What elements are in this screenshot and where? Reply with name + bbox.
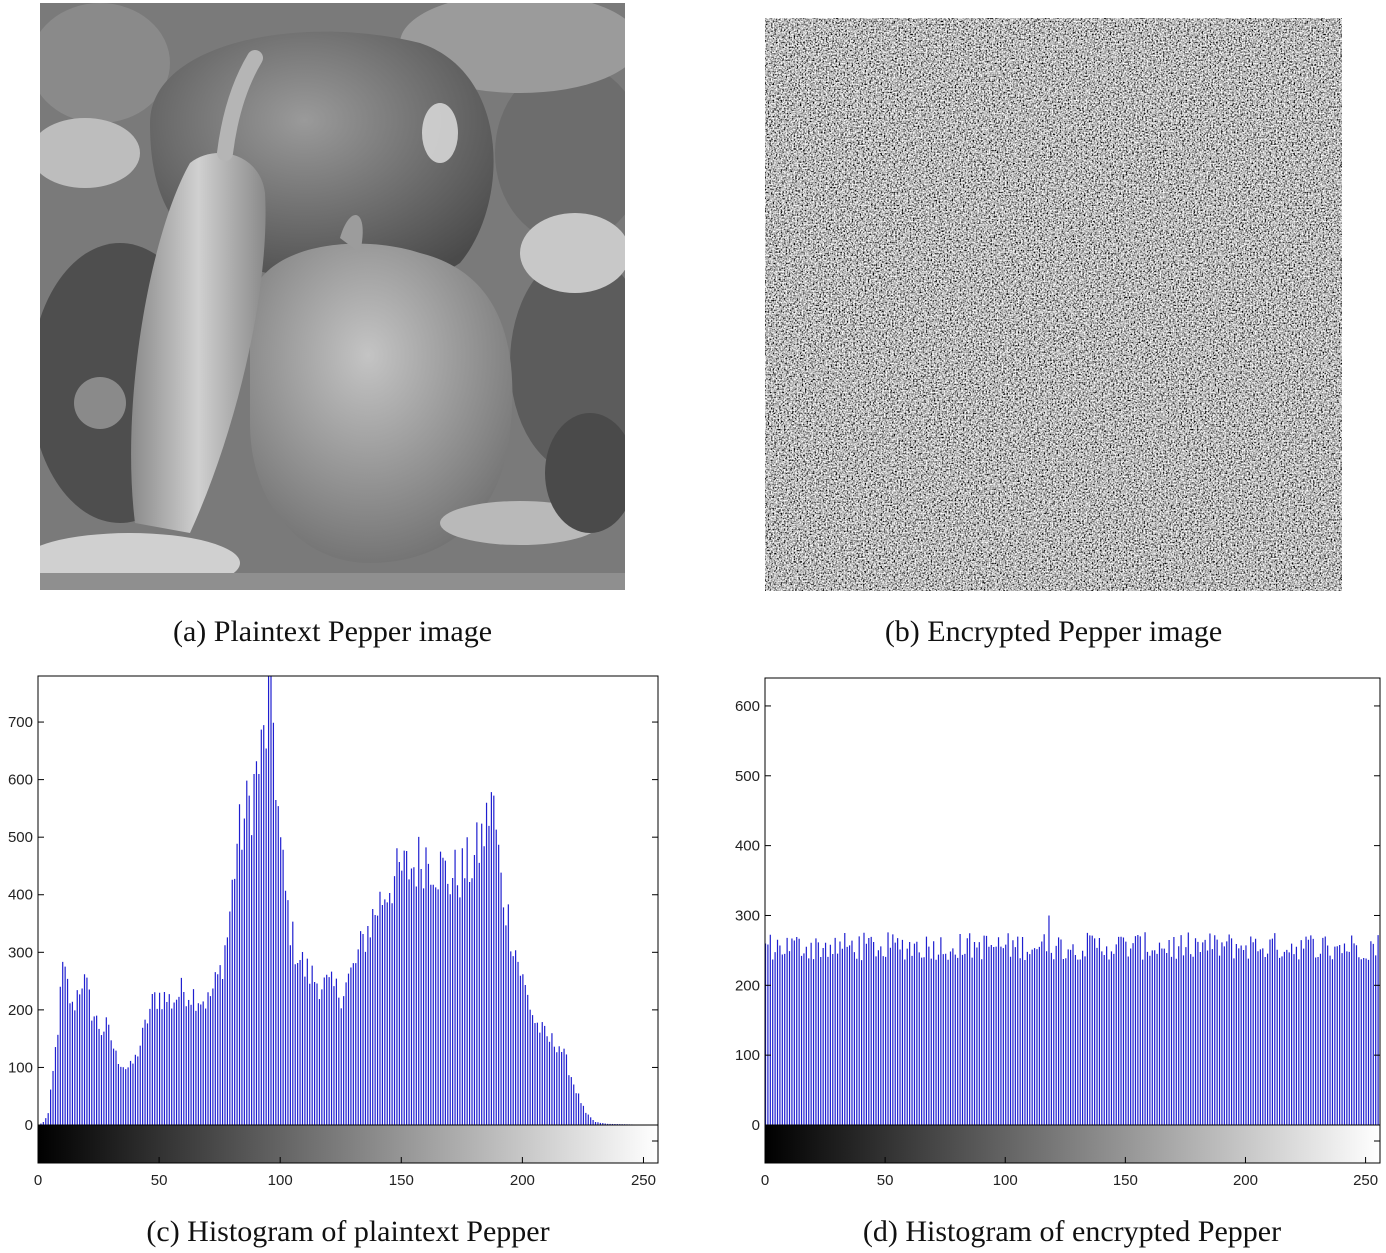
grayscale-colorbar	[37, 1124, 659, 1164]
x-tick-label: 100	[993, 1172, 1018, 1189]
y-tick-label: 0	[25, 1117, 33, 1134]
y-tick-label: 400	[735, 838, 760, 855]
histogram-bars	[764, 915, 1379, 1125]
y-tick-label: 100	[735, 1047, 760, 1064]
x-tick-label: 100	[268, 1172, 293, 1189]
x-tick-label: 50	[877, 1172, 894, 1189]
y-tick-label: 400	[8, 887, 33, 904]
y-tick-label: 600	[735, 698, 760, 715]
encrypted-pepper-image	[765, 18, 1342, 591]
y-tick-label: 600	[8, 772, 33, 789]
y-tick-label: 100	[8, 1059, 33, 1076]
grayscale-colorbar	[764, 1124, 1381, 1164]
x-tick-label: 200	[510, 1172, 535, 1189]
y-tick-label: 200	[8, 1002, 33, 1019]
x-tick-label: 250	[1353, 1172, 1378, 1189]
y-tick-label: 700	[8, 714, 33, 731]
x-tick-label: 50	[151, 1172, 168, 1189]
histogram-encrypted-chart: 0 100 200 300 400 500 600 0 50 100 150 200 250	[735, 677, 1381, 1189]
x-tick-label: 200	[1233, 1172, 1258, 1189]
y-tick-label: 300	[8, 944, 33, 961]
x-tick-label: 0	[34, 1172, 42, 1189]
y-tick-label: 0	[752, 1117, 760, 1134]
plaintext-pepper-image	[40, 3, 625, 590]
x-tick-label: 150	[389, 1172, 414, 1189]
caption-encrypted-image: (b) Encrypted Pepper image	[884, 615, 1223, 648]
x-tick-label: 250	[631, 1172, 656, 1189]
caption-plaintext-image: (a) Plaintext Pepper image	[172, 615, 493, 648]
histogram-bars	[40, 676, 655, 1125]
y-tick-label: 200	[735, 977, 760, 994]
y-tick-label: 500	[8, 829, 33, 846]
x-tick-label: 150	[1113, 1172, 1138, 1189]
histogram-plaintext-chart: 0 100 200 300 400 500 600 700 0 50 100 150 200 250	[8, 675, 659, 1189]
y-tick-label: 500	[735, 768, 760, 785]
y-tick-label: 300	[735, 907, 760, 924]
x-tick-label: 0	[761, 1172, 769, 1189]
caption-plaintext-histogram: (c) Histogram of plaintext Pepper	[146, 1215, 550, 1248]
caption-encrypted-histogram: (d) Histogram of encrypted Pepper	[862, 1215, 1282, 1248]
